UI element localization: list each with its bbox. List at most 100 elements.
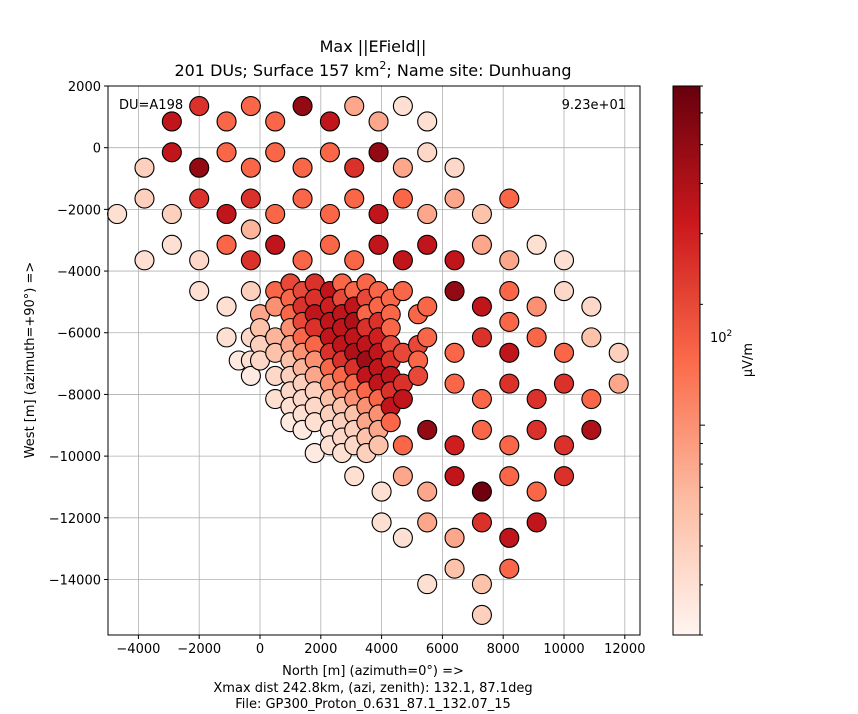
du-point [292,157,313,178]
du-point [134,250,155,271]
du-point [392,389,413,410]
du-point [608,342,629,363]
du-point [216,234,237,255]
du-point [216,142,237,163]
du-point [189,281,210,302]
du-point [189,95,210,117]
du-point [417,327,438,348]
du-point [553,373,575,394]
du-point [471,234,492,255]
du-point [408,365,429,386]
du-point [581,419,602,440]
du-point [471,481,492,502]
du-point [344,250,365,271]
y-tick-label: −6000 [57,327,101,342]
du-point [417,203,438,225]
x-axis-label-line3: File: GP300_Proton_0.631_87.1_132.07_15 [235,697,511,712]
du-point [240,219,261,240]
axis-ticks: −4000 −2000 0 2000 4000 6000 8000 10000 12000 200… [49,80,646,657]
du-point [161,111,182,132]
du-point [444,527,465,548]
du-point [499,435,520,456]
y-tick-label: −14000 [49,573,101,588]
du-point [161,203,182,225]
du-point [292,250,313,271]
du-point [444,342,465,363]
du-point [444,157,465,178]
x-tick-label: −2000 [177,642,221,657]
du-point [526,327,547,348]
du-point [444,188,465,209]
du-point [471,327,492,348]
du-point [134,188,155,209]
du-point [265,234,286,255]
du-point [553,342,575,363]
du-point [499,527,520,548]
du-point [368,435,389,456]
x-tick-label: −4000 [116,642,160,657]
x-tick-label: 4000 [365,642,398,657]
x-axis-label: North [m] (azimuth=0°) => [282,664,464,679]
y-axis-label: West [m] (azimuth=+90°) => [23,262,38,459]
x-tick-label: 2000 [304,642,337,657]
du-point [526,389,547,410]
x-tick-label: 8000 [487,642,520,657]
du-point [553,435,575,456]
du-point [380,412,401,433]
du-point [444,466,465,487]
du-point [392,435,413,456]
x-tick-label: 12000 [604,642,645,657]
du-point [444,250,465,271]
y-tick-label: −4000 [57,265,101,280]
du-point [189,250,210,271]
chart-subtitle: 201 DUs; Surface 157 km2; Name site: Dun… [174,59,571,80]
du-point [526,419,547,440]
du-point [319,234,340,255]
du-point [526,512,547,533]
y-tick-label: −8000 [57,388,101,403]
du-point [499,466,520,487]
du-point [417,234,438,255]
du-point [368,234,389,255]
du-point [499,558,520,579]
x-tick-label: 6000 [426,642,459,657]
du-point [371,481,392,502]
du-point [471,296,492,317]
du-point [107,203,128,225]
du-point [608,373,629,394]
du-point [161,142,182,163]
du-points [107,95,629,626]
du-point [216,296,237,317]
du-point [368,111,389,132]
du-point [240,250,261,271]
du-point [392,188,413,209]
du-point [240,95,261,117]
du-point [392,95,413,117]
du-point [444,281,465,302]
du-point [444,558,465,579]
du-point [380,318,401,339]
du-point [417,296,438,317]
du-point [499,373,520,394]
colorbar-tick-label: 102 [710,329,732,346]
chart-title: Max ||EField|| [320,37,427,56]
du-point [471,203,492,225]
du-point [189,188,210,209]
du-point [368,203,389,225]
du-point [417,481,438,502]
du-point [240,157,261,178]
colorbar-ticks [700,85,705,636]
du-point [526,234,547,255]
du-point [240,281,261,302]
du-point [371,512,392,533]
du-point [240,365,261,386]
y-tick-label: −2000 [57,203,101,218]
du-point [344,157,365,178]
du-point [499,281,520,302]
du-point [471,512,492,533]
du-point [417,574,438,595]
du-point [499,188,520,209]
plot-frame [107,85,641,636]
y-tick-label: −10000 [49,450,101,465]
